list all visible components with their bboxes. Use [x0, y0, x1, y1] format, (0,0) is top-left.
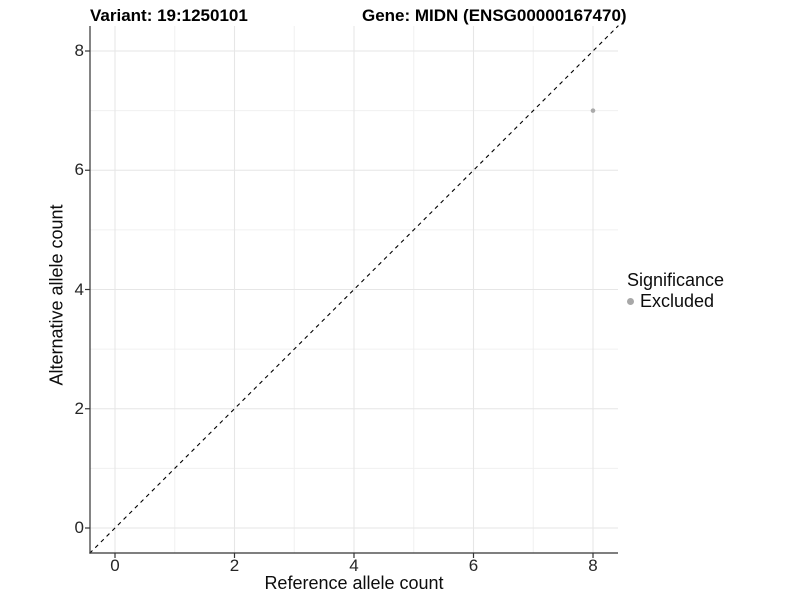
x-tick-label: 0	[110, 556, 120, 575]
x-tick-label: 8	[588, 556, 598, 575]
y-tick-label: 8	[74, 41, 84, 60]
y-tick-label: 2	[74, 398, 84, 418]
legend-title: Significance	[627, 270, 725, 290]
excluded-point-icon	[627, 297, 634, 305]
gene-title: Gene: MIDN (ENSG00000167470)	[362, 6, 627, 25]
legend: Significance Excluded	[627, 270, 724, 311]
x-tick-label: 6	[468, 556, 479, 575]
y-tick-label: 0	[74, 518, 84, 537]
variant-title: Variant: 19:1250101	[90, 6, 248, 25]
x-tick-label: 2	[229, 556, 240, 575]
legend-entry-label: Excluded	[640, 291, 715, 311]
x-axis-title: Reference allele count	[264, 573, 444, 593]
legend-entry: Excluded	[627, 291, 724, 311]
data-point	[590, 108, 596, 113]
y-tick-label: 4	[74, 279, 84, 299]
y-tick-label: 6	[74, 160, 84, 180]
x-tick-label: 4	[349, 556, 359, 575]
